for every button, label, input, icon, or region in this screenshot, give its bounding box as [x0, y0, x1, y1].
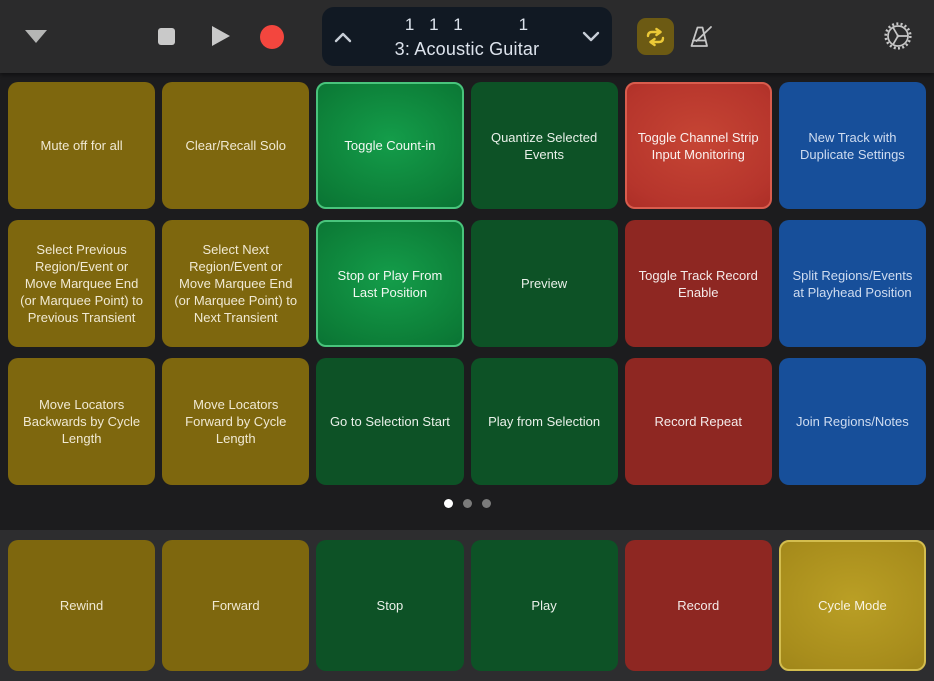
key-commands-page: Mute off for all Clear/Recall Solo Toggl… [0, 73, 934, 508]
metronome-icon [690, 26, 712, 47]
command-pad-label: Move Locators Forward by Cycle Length [185, 397, 287, 446]
command-pad[interactable]: Select Next Region/Event or Move Marquee… [162, 220, 310, 347]
metronome-button[interactable] [685, 21, 717, 53]
command-pad[interactable]: Stop or Play From Last Position [316, 220, 464, 347]
command-pad-label: Mute off for all [40, 138, 123, 153]
command-pad[interactable]: Rewind [8, 540, 156, 671]
command-pad-label: Move Locators Backwards by Cycle Length [23, 397, 141, 446]
command-pad[interactable]: Record [624, 540, 772, 671]
pad-grid: Mute off for all Clear/Recall Solo Toggl… [8, 82, 926, 485]
stop-transport-button[interactable] [158, 28, 175, 45]
command-pad-label: Clear/Recall Solo [185, 138, 286, 153]
lcd-display[interactable]: 1 1 1 1 3: Acoustic Guitar [322, 7, 612, 66]
command-pad[interactable]: Play from Selection [470, 358, 618, 485]
command-pad-label: Stop [376, 598, 404, 613]
command-pad-label: Rewind [59, 598, 104, 613]
command-pad[interactable]: Play [470, 540, 618, 671]
beat-position-readout: 1 1 1 1 [404, 14, 530, 34]
record-transport-button[interactable] [260, 25, 284, 49]
command-pad-label: Play [531, 598, 557, 613]
disclosure-triangle-icon[interactable] [25, 30, 47, 43]
command-pad-label: Toggle Channel Strip Input Monitoring [637, 129, 759, 162]
chevron-up-icon[interactable] [334, 31, 352, 43]
command-pad[interactable]: Join Regions/Notes [778, 358, 926, 485]
command-pad[interactable]: Clear/Recall Solo [162, 82, 310, 209]
command-pad[interactable]: Move Locators Backwards by Cycle Length [8, 358, 156, 485]
command-pad-label: Select Previous Region/Event or Move Mar… [20, 242, 143, 325]
page-dot[interactable] [443, 499, 453, 508]
page-indicator [8, 499, 926, 508]
command-pad-label: Quantize Selected Events [490, 129, 598, 162]
command-pad[interactable]: Select Previous Region/Event or Move Mar… [8, 220, 156, 347]
bottom-pad-grid: Rewind Forward Stop Play Record Cycle Mo… [8, 540, 926, 671]
command-pad-label: Stop or Play From Last Position [337, 267, 443, 300]
settings-button[interactable] [881, 19, 915, 53]
play-transport-button[interactable] [212, 26, 230, 46]
command-pad[interactable]: Record Repeat [624, 358, 772, 485]
command-pad-label: Play from Selection [488, 414, 601, 429]
command-pad[interactable]: Stop [316, 540, 464, 671]
command-pad[interactable]: Toggle Track Record Enable [624, 220, 772, 347]
transport-bar: 1 1 1 1 3: Acoustic Guitar [0, 0, 934, 73]
command-pad[interactable]: Toggle Channel Strip Input Monitoring [624, 82, 772, 209]
command-pad-label: Toggle Count-in [344, 138, 436, 153]
command-pad[interactable]: Toggle Count-in [316, 82, 464, 209]
command-pad-label: Record Repeat [654, 414, 742, 429]
cycle-toggle-button[interactable] [637, 18, 674, 55]
command-pad[interactable]: Mute off for all [8, 82, 156, 209]
command-pad-label: Cycle Mode [818, 598, 887, 613]
command-pad-label: Go to Selection Start [329, 414, 450, 429]
command-pad-label: Join Regions/Notes [796, 414, 909, 429]
command-pad[interactable]: Forward [162, 540, 310, 671]
command-pad-label: Select Next Region/Event or Move Marquee… [174, 242, 298, 325]
gear-icon [884, 22, 912, 50]
page-dot[interactable] [462, 499, 472, 508]
chevron-down-icon[interactable] [582, 31, 600, 43]
command-pad[interactable]: Cycle Mode [778, 540, 926, 671]
command-pad[interactable]: Quantize Selected Events [470, 82, 618, 209]
cycle-loop-icon [646, 27, 665, 46]
bottom-transport-strip: Rewind Forward Stop Play Record Cycle Mo… [0, 530, 934, 681]
command-pad-label: Preview [520, 276, 568, 291]
command-pad[interactable]: Preview [470, 220, 618, 347]
command-pad[interactable]: New Track with Duplicate Settings [778, 82, 926, 209]
page-dot[interactable] [481, 499, 491, 508]
command-pad-label: Split Regions/Events at Playhead Positio… [792, 267, 913, 300]
lcd-text: 1 1 1 1 3: Acoustic Guitar [395, 16, 540, 58]
command-pad[interactable]: Go to Selection Start [316, 358, 464, 485]
command-pad-label: New Track with Duplicate Settings [800, 129, 905, 162]
command-pad-label: Record [677, 598, 720, 613]
command-pad-label: Forward [211, 598, 260, 613]
command-pad[interactable]: Split Regions/Events at Playhead Positio… [778, 220, 926, 347]
command-pad[interactable]: Move Locators Forward by Cycle Length [162, 358, 310, 485]
command-pad-label: Toggle Track Record Enable [638, 267, 758, 300]
track-name-readout: 3: Acoustic Guitar [394, 38, 540, 59]
